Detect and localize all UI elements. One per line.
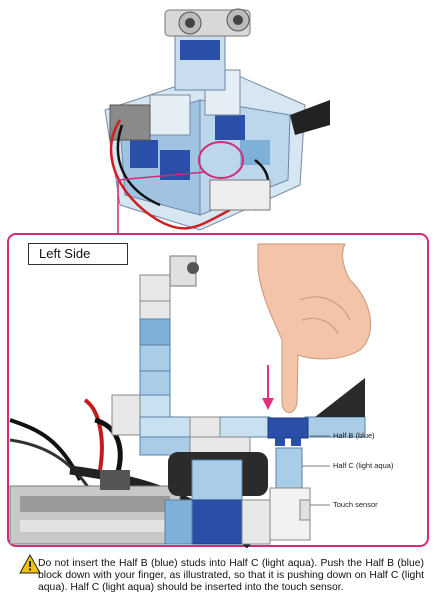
instruction-note: Do not insert the Half B (blue) studs in… xyxy=(10,558,430,595)
half-b-block xyxy=(267,417,309,439)
warning-icon xyxy=(19,553,41,574)
touch-sensor-callout: Touch sensor xyxy=(333,500,378,509)
robot-overview xyxy=(104,8,330,234)
half-c-block xyxy=(275,447,303,489)
detail-illustration xyxy=(9,243,372,549)
finger xyxy=(257,243,372,413)
side-label: Left Side xyxy=(28,243,128,265)
highlight-circle xyxy=(198,141,244,179)
leader-line xyxy=(117,171,207,234)
half-b-callout: Half B (blue) xyxy=(333,431,375,440)
half-c-callout: Half C (light aqua) xyxy=(333,461,394,470)
warning-icon-spacer xyxy=(10,560,30,578)
note-text: Do not insert the Half B (blue) studs in… xyxy=(38,558,424,594)
black-fin xyxy=(315,378,365,417)
